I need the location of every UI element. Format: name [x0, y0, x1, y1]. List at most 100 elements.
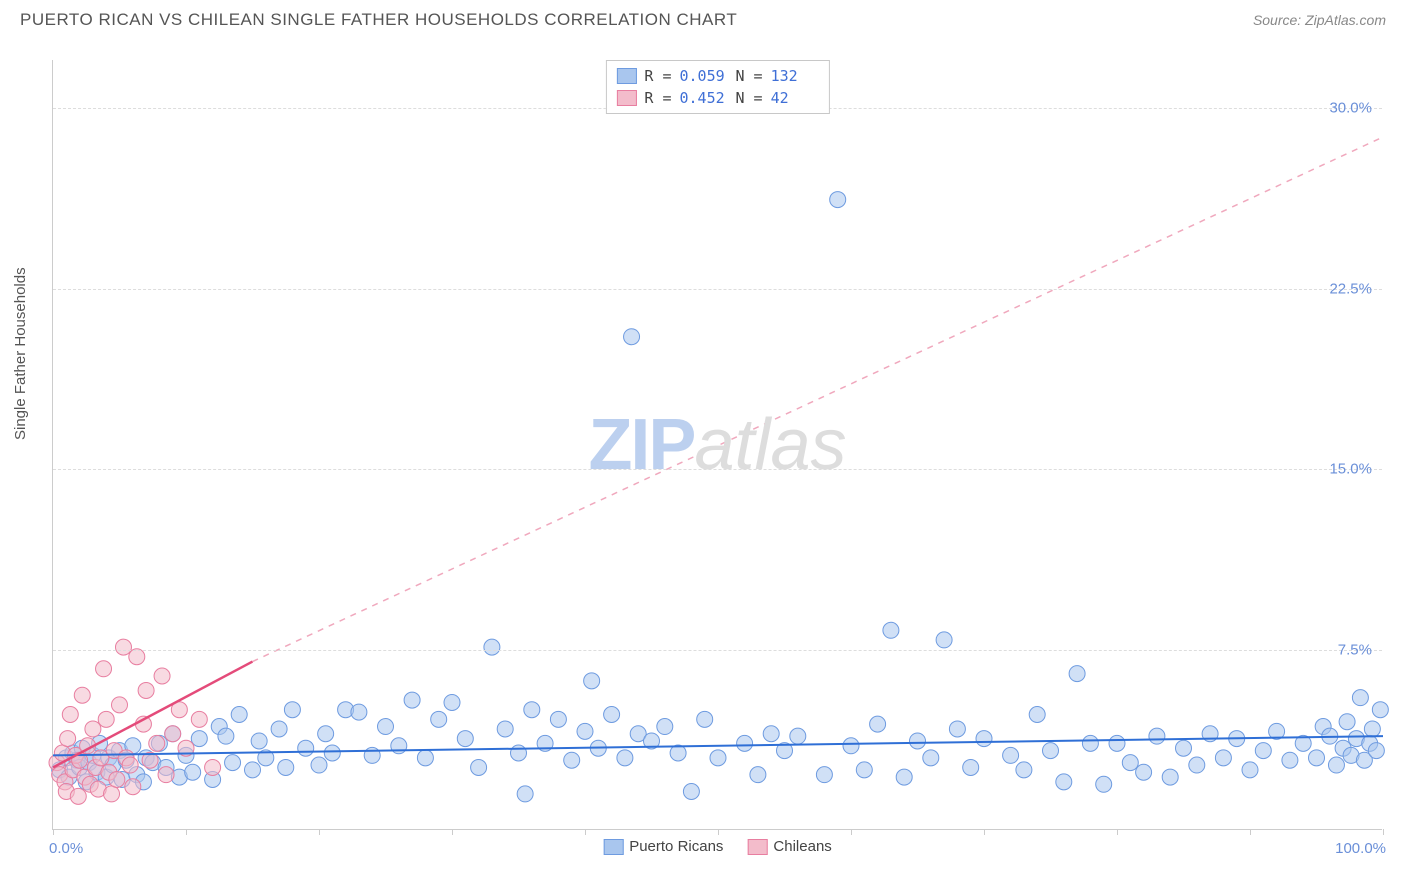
data-point: [910, 733, 926, 749]
data-point: [122, 757, 138, 773]
data-point: [1122, 755, 1138, 771]
data-point: [165, 726, 181, 742]
data-point: [149, 735, 165, 751]
data-point: [1149, 728, 1165, 744]
data-point: [1328, 757, 1344, 773]
data-point: [497, 721, 513, 737]
data-point: [1082, 735, 1098, 751]
data-point: [976, 731, 992, 747]
r-label: R =: [644, 67, 671, 85]
y-tick-label: 22.5%: [1329, 280, 1372, 297]
data-point: [511, 745, 527, 761]
data-point: [550, 711, 566, 727]
data-point: [311, 757, 327, 773]
data-point: [883, 622, 899, 638]
data-point: [790, 728, 806, 744]
data-point: [1309, 750, 1325, 766]
data-point: [524, 702, 540, 718]
series-legend: Puerto Ricans Chileans: [603, 838, 832, 855]
swatch-puerto-ricans: [616, 68, 636, 84]
data-point: [1136, 764, 1152, 780]
data-point: [457, 731, 473, 747]
data-point: [284, 702, 300, 718]
data-point: [1352, 690, 1368, 706]
data-point: [1372, 702, 1388, 718]
chart-title: PUERTO RICAN VS CHILEAN SINGLE FATHER HO…: [20, 10, 737, 30]
data-point: [444, 694, 460, 710]
data-point: [604, 707, 620, 723]
data-point: [225, 755, 241, 771]
data-point: [1162, 769, 1178, 785]
data-point: [564, 752, 580, 768]
data-point: [298, 740, 314, 756]
data-point: [843, 738, 859, 754]
x-tick: [851, 829, 852, 835]
x-tick: [452, 829, 453, 835]
x-tick: [1250, 829, 1251, 835]
x-axis-min-label: 0.0%: [49, 840, 83, 857]
data-point: [112, 697, 128, 713]
r-label: R =: [644, 89, 671, 107]
x-tick: [984, 829, 985, 835]
n-label: N =: [736, 67, 763, 85]
data-point: [85, 721, 101, 737]
data-point: [577, 723, 593, 739]
n-value: 132: [771, 67, 819, 85]
swatch-chileans: [616, 90, 636, 106]
data-point: [378, 719, 394, 735]
data-point: [1056, 774, 1072, 790]
data-point: [816, 767, 832, 783]
grid-line: [53, 289, 1382, 290]
r-value: 0.452: [680, 89, 728, 107]
data-point: [74, 687, 90, 703]
data-point: [1368, 743, 1384, 759]
trend-line: [253, 137, 1384, 662]
data-point: [949, 721, 965, 737]
x-tick: [53, 829, 54, 835]
data-point: [191, 731, 207, 747]
x-tick: [186, 829, 187, 835]
data-point: [431, 711, 447, 727]
data-point: [191, 711, 207, 727]
r-value: 0.059: [680, 67, 728, 85]
data-point: [104, 786, 120, 802]
data-point: [471, 759, 487, 775]
data-point: [1364, 721, 1380, 737]
data-point: [617, 750, 633, 766]
data-point: [115, 639, 131, 655]
data-point: [856, 762, 872, 778]
data-point: [1339, 714, 1355, 730]
data-point: [245, 762, 261, 778]
swatch-icon: [603, 839, 623, 855]
data-point: [70, 788, 86, 804]
data-point: [218, 728, 234, 744]
data-point: [1096, 776, 1112, 792]
data-point: [697, 711, 713, 727]
data-point: [1215, 750, 1231, 766]
source-attribution: Source: ZipAtlas.com: [1253, 12, 1386, 28]
data-point: [125, 779, 141, 795]
data-point: [830, 192, 846, 208]
x-tick: [1117, 829, 1118, 835]
data-point: [963, 759, 979, 775]
data-point: [657, 719, 673, 735]
y-axis-label: Single Father Households: [12, 267, 29, 440]
n-value: 42: [771, 89, 819, 107]
data-point: [154, 668, 170, 684]
data-point: [129, 649, 145, 665]
x-tick: [1383, 829, 1384, 835]
data-point: [1003, 747, 1019, 763]
data-point: [1282, 752, 1298, 768]
legend-label: Chileans: [773, 838, 831, 855]
data-point: [351, 704, 367, 720]
legend-row-puerto-ricans: R = 0.059 N = 132: [616, 65, 818, 87]
data-point: [1069, 666, 1085, 682]
data-point: [584, 673, 600, 689]
data-point: [750, 767, 766, 783]
x-tick: [319, 829, 320, 835]
legend-row-chileans: R = 0.452 N = 42: [616, 87, 818, 109]
legend-label: Puerto Ricans: [629, 838, 723, 855]
data-point: [231, 707, 247, 723]
trend-line: [53, 662, 253, 768]
x-tick: [585, 829, 586, 835]
